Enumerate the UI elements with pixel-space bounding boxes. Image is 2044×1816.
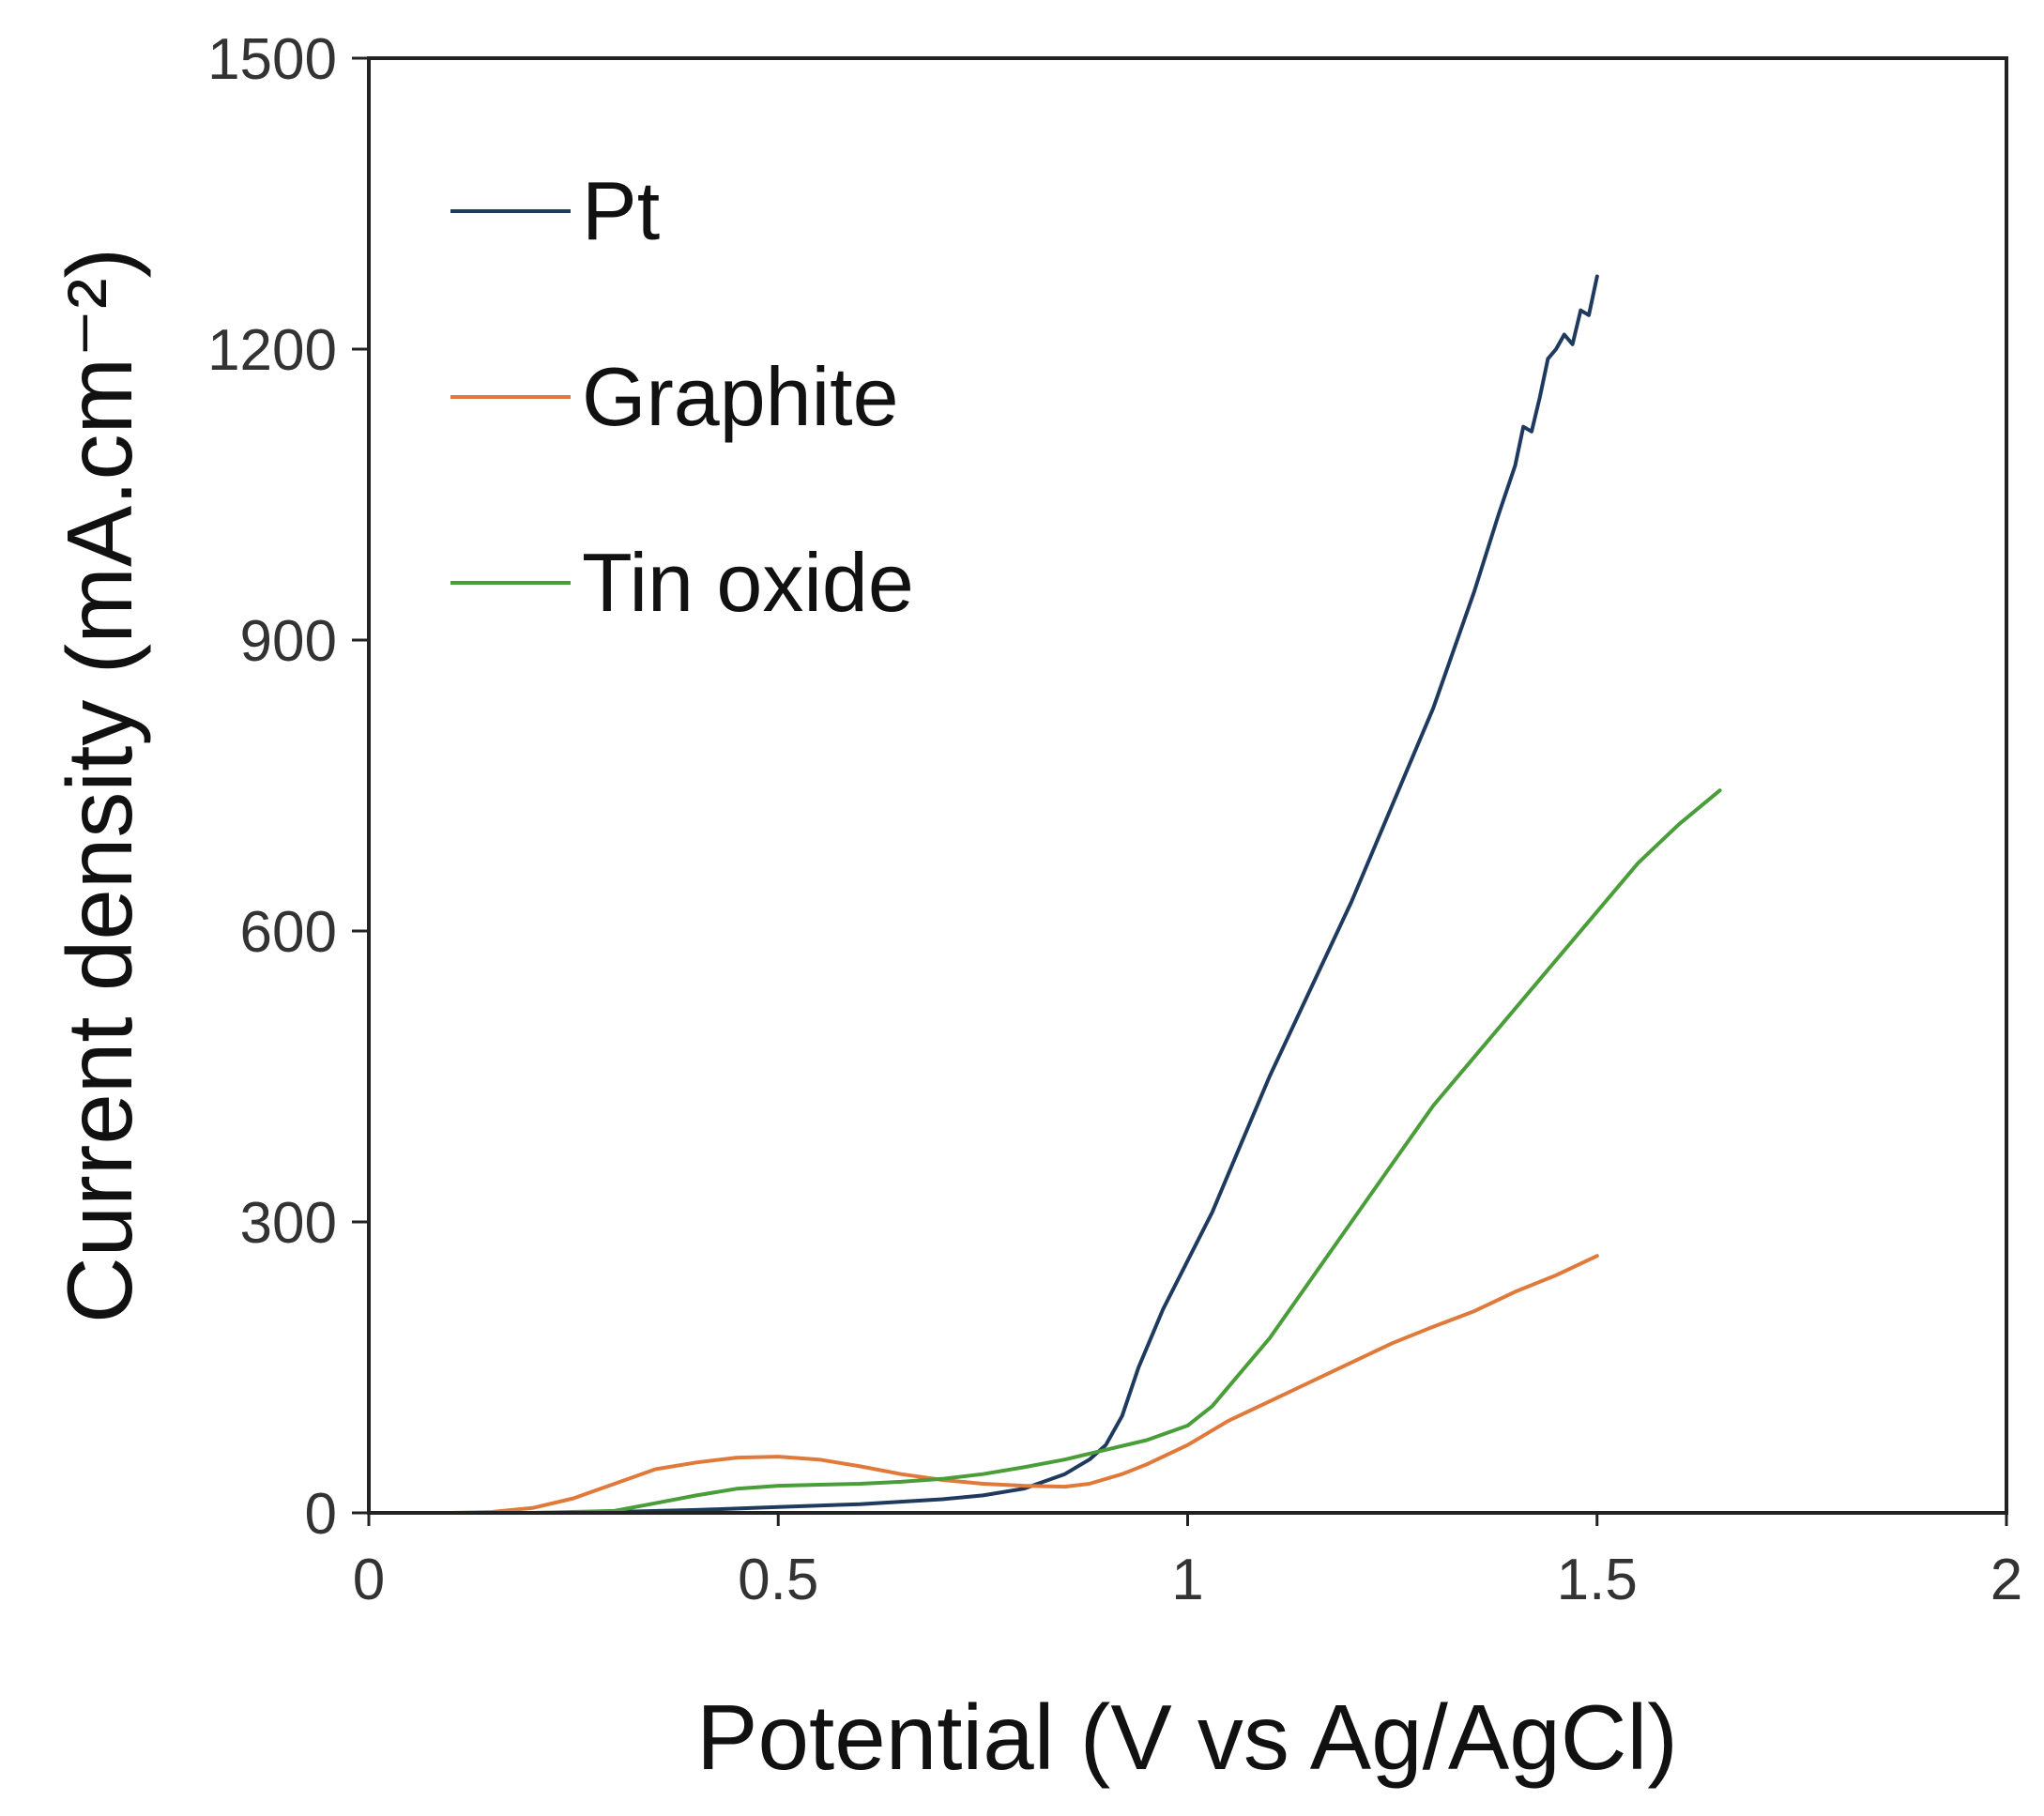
y-tick-label: 1200 bbox=[207, 318, 337, 383]
series-line-pt bbox=[367, 274, 1599, 1515]
legend-label-graphite: Graphite bbox=[582, 350, 899, 443]
x-tick-label: 1.5 bbox=[1557, 1548, 1638, 1612]
series-line-graphite bbox=[367, 1254, 1599, 1515]
y-tick-label: 600 bbox=[240, 900, 337, 965]
legend-label-tin-oxide: Tin oxide bbox=[582, 536, 914, 629]
x-axis-title: Potential (V vs Ag/AgCl) bbox=[696, 1686, 1678, 1789]
ticks-layer: 0 0.5 1 1.5 2 0 300 600 900 1200 1500 bbox=[207, 27, 2022, 1612]
y-tick-label: 900 bbox=[240, 609, 337, 674]
x-tick-label: 1 bbox=[1171, 1548, 1203, 1612]
y-axis-title: Current density (mA.cm⁻²) bbox=[48, 248, 151, 1323]
x-tick-label: 0.5 bbox=[738, 1548, 818, 1612]
y-tick-label: 300 bbox=[240, 1191, 337, 1256]
y-tick-label: 1500 bbox=[207, 27, 337, 92]
legend-label-pt: Pt bbox=[582, 164, 660, 257]
y-tick-label: 0 bbox=[305, 1482, 337, 1547]
x-tick-label: 2 bbox=[1991, 1548, 2022, 1612]
legend: Pt Graphite Tin oxide bbox=[450, 164, 914, 629]
series-line-tin-oxide bbox=[367, 788, 1722, 1515]
x-tick-label: 0 bbox=[353, 1548, 385, 1612]
series-layer bbox=[367, 274, 1722, 1515]
